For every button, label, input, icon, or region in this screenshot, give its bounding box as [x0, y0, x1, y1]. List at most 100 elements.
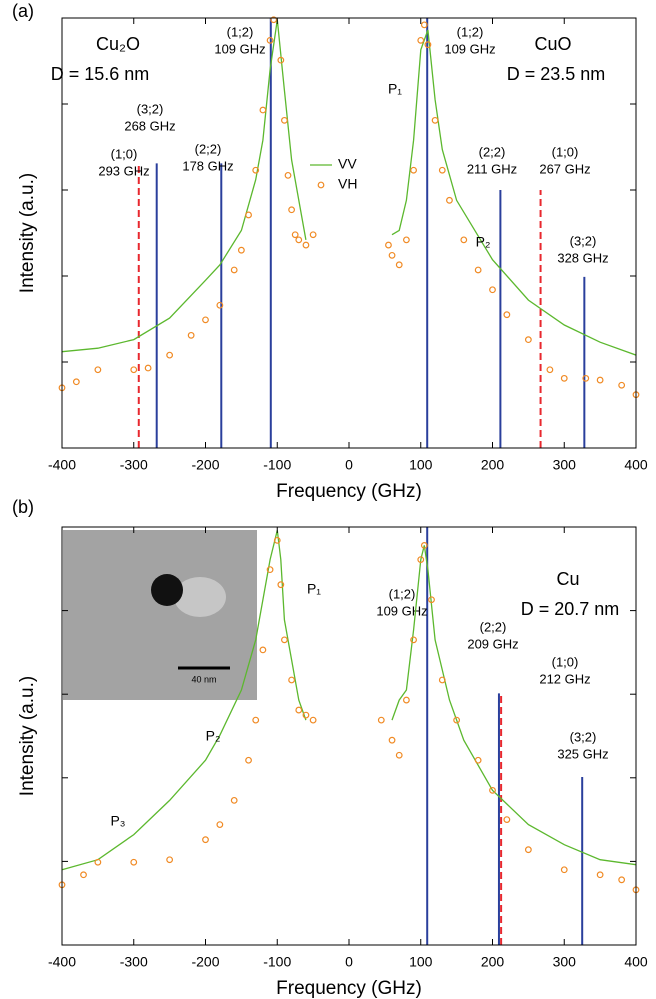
reference-mode: (1;0) [552, 654, 579, 669]
y-axis-title: Intensity (a.u.) [17, 173, 38, 293]
annotation: D = 20.7 nm [521, 599, 620, 619]
x-tick-label: -100 [263, 954, 291, 970]
legend-label: VV [338, 156, 357, 172]
vh-point [259, 646, 267, 654]
vh-point [618, 876, 626, 884]
x-tick-label: 100 [409, 457, 433, 473]
vh-point [281, 636, 288, 644]
reference-mode: (3;2) [570, 729, 597, 744]
vh-point [428, 596, 435, 604]
vh-point [94, 858, 102, 866]
x-tick-label: -100 [263, 457, 291, 473]
vh-point [438, 166, 446, 174]
vh-point [281, 116, 288, 124]
vh-point [618, 381, 626, 389]
vh-point [596, 376, 604, 384]
x-tick-label: -400 [48, 954, 76, 970]
vh-point [266, 36, 274, 44]
legend-swatch [317, 181, 325, 189]
x-tick-label: -300 [120, 954, 148, 970]
vh-point [438, 676, 446, 684]
reference-label: 267 GHz [539, 161, 590, 176]
vh-point [489, 786, 496, 794]
vh-point [395, 751, 403, 759]
vh-point [166, 351, 174, 359]
vh-point [144, 364, 152, 372]
reference-label: 328 GHz [557, 250, 608, 265]
reference-mode: (1;2) [227, 24, 254, 39]
vh-point [453, 716, 461, 724]
vh-point [202, 316, 209, 324]
vh-point [474, 266, 482, 274]
panel-label: (b) [12, 497, 34, 517]
vh-point [166, 856, 174, 864]
annotation: P₂ [206, 728, 221, 744]
vh-point [460, 236, 468, 244]
vh-point [560, 866, 568, 874]
x-tick-label: 400 [624, 457, 648, 473]
reference-mode: (1;2) [457, 24, 484, 39]
reference-mode: (2;2) [480, 619, 507, 634]
vh-point [410, 166, 417, 174]
inset-image [63, 530, 257, 700]
vh-point [377, 716, 385, 724]
vh-point [252, 716, 260, 724]
vh-point [420, 21, 428, 29]
reference-label: 209 GHz [467, 636, 518, 651]
vh-point [295, 706, 303, 714]
vh-point [560, 374, 568, 382]
vh-point [277, 56, 285, 64]
reference-mode: (3;2) [570, 233, 597, 248]
vv-line [61, 530, 637, 871]
vh-point [420, 541, 428, 549]
vh-point [288, 676, 296, 684]
vh-point [130, 858, 138, 866]
vh-point [252, 166, 260, 174]
vh-point [94, 366, 102, 374]
reference-mode: (2;2) [479, 144, 506, 159]
x-tick-label: 0 [345, 457, 353, 473]
x-tick-label: 300 [553, 457, 577, 473]
vh-point [309, 716, 317, 724]
vh-point [273, 536, 281, 544]
reference-mode: (2;2) [195, 141, 222, 156]
annotation: P₃ [110, 813, 125, 829]
inset-scale-label: 40 nm [191, 674, 216, 684]
annotation: P₂ [476, 234, 491, 250]
annotation: CuO [534, 34, 571, 54]
vh-point [72, 378, 80, 386]
x-tick-label: 0 [345, 954, 353, 970]
reference-label: 109 GHz [376, 603, 427, 618]
x-tick-label: -200 [191, 954, 219, 970]
annotation: D = 15.6 nm [51, 64, 150, 84]
reference-label: 178 GHz [182, 158, 233, 173]
x-tick-label: 200 [481, 954, 505, 970]
vv-line [61, 19, 637, 356]
reference-mode: (3;2) [137, 101, 164, 116]
vh-point [284, 171, 292, 179]
vh-point [546, 366, 554, 374]
vh-point [503, 816, 511, 823]
vh-point [474, 756, 482, 764]
reference-label: 109 GHz [214, 41, 265, 56]
vh-point [216, 821, 224, 829]
vh-point [230, 266, 238, 274]
reference-label: 325 GHz [557, 746, 608, 761]
reference-label: 268 GHz [124, 118, 175, 133]
vh-point [291, 231, 299, 239]
legend-label: VH [338, 176, 357, 192]
reference-label: 293 GHz [98, 163, 149, 178]
x-axis-title: Frequency (GHz) [276, 481, 422, 502]
vh-point [524, 336, 532, 344]
vh-point [288, 206, 296, 214]
x-axis-title: Frequency (GHz) [276, 978, 422, 999]
vh-point [424, 41, 432, 49]
vh-point [230, 796, 238, 804]
x-tick-label: 300 [553, 954, 577, 970]
annotation: Cu [556, 569, 579, 589]
vh-point [417, 556, 425, 564]
annotation: Cu₂O [96, 34, 140, 54]
reference-mode: (1;2) [389, 586, 416, 601]
inset-particle [151, 574, 183, 606]
vh-point [403, 236, 410, 244]
